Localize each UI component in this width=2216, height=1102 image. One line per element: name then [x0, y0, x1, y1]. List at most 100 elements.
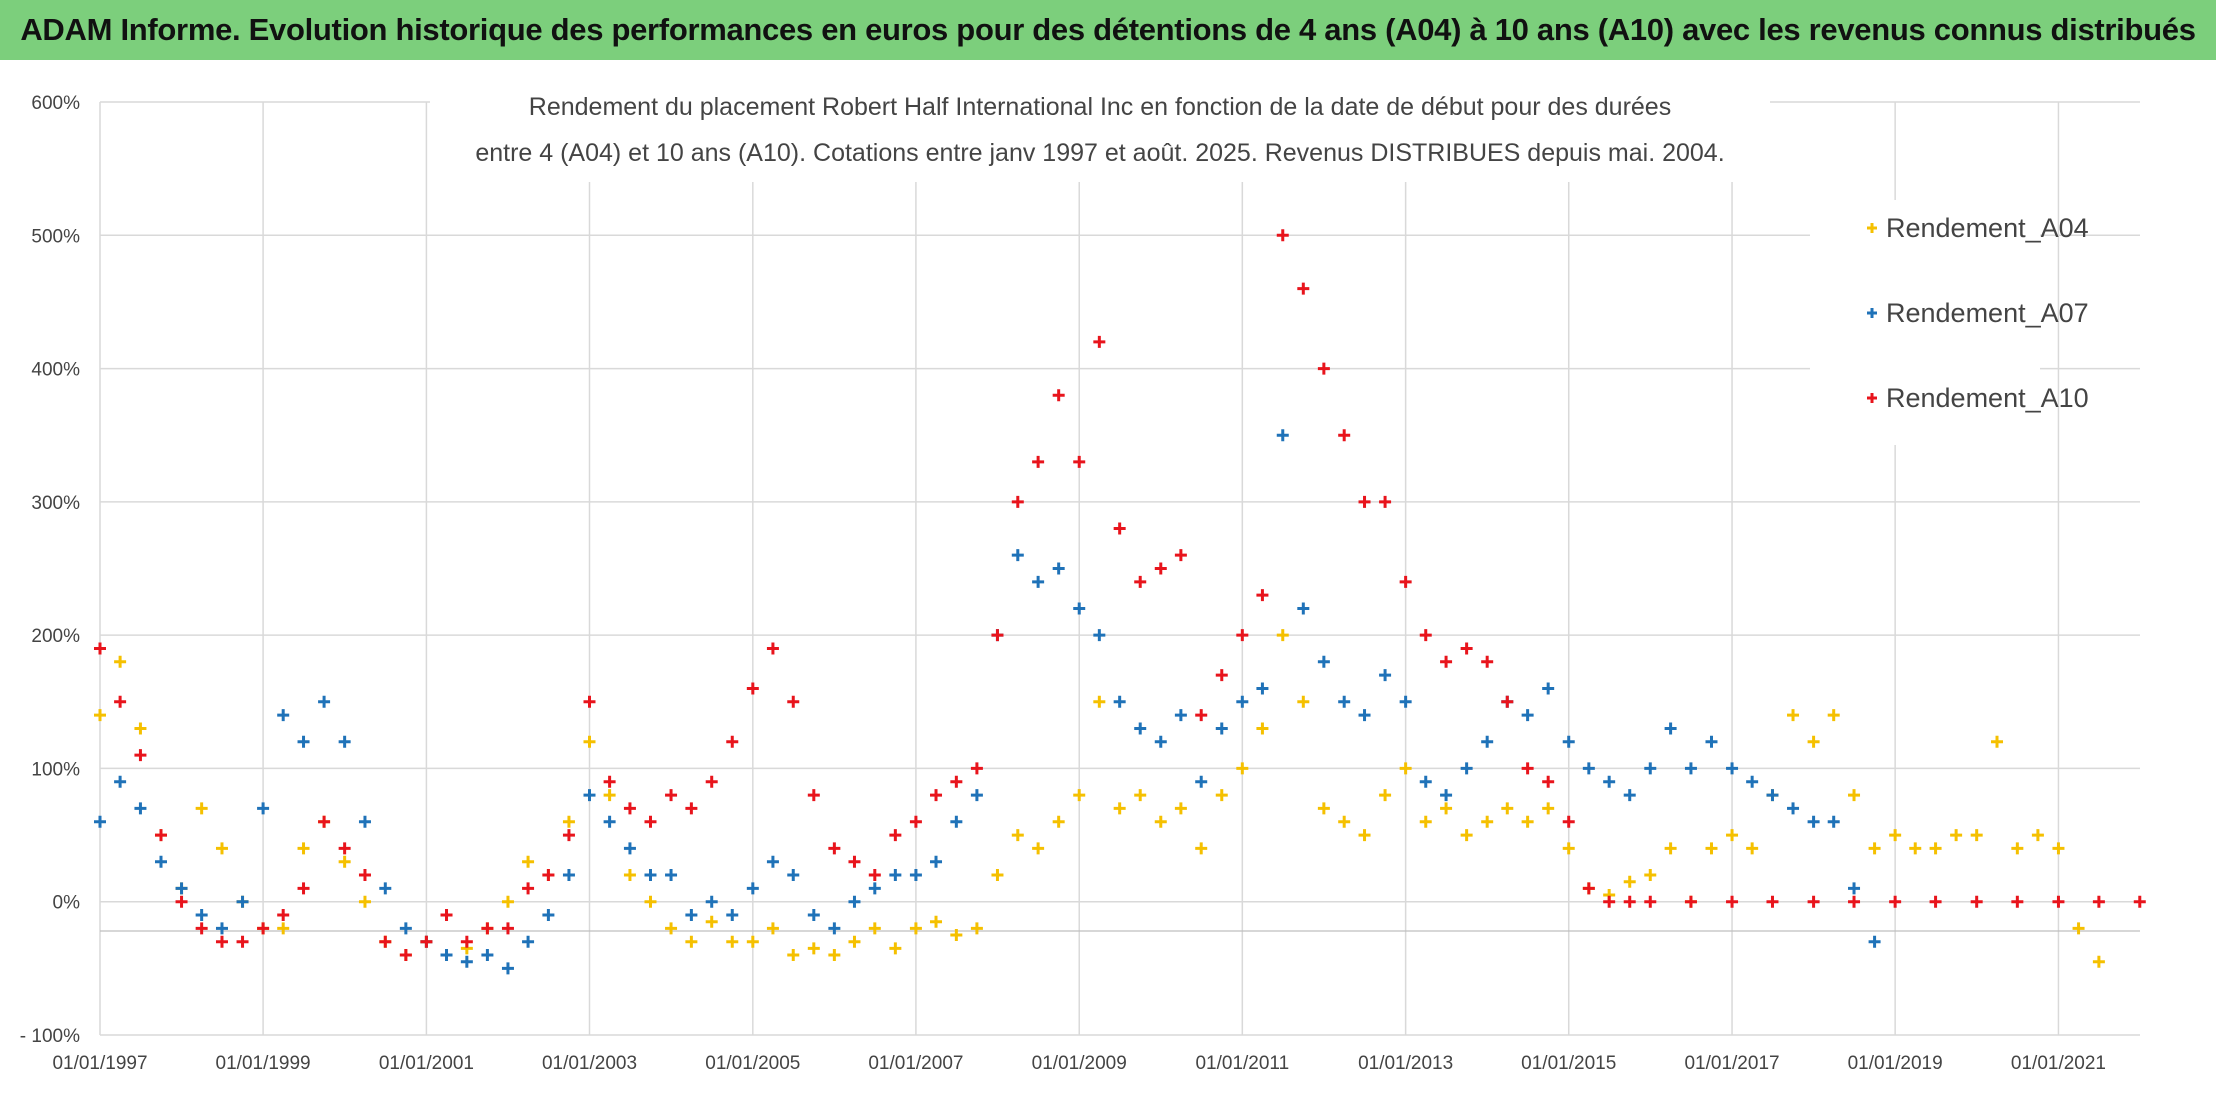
- data-point: [848, 855, 861, 868]
- data-point: [1827, 815, 1840, 828]
- data-point: [338, 735, 351, 748]
- data-point: [1644, 895, 1657, 908]
- data-point: [1174, 549, 1187, 562]
- data-point: [1746, 842, 1759, 855]
- data-point: [1950, 829, 1963, 842]
- data-point: [1521, 815, 1534, 828]
- data-point: [1929, 842, 1942, 855]
- data-point: [603, 815, 616, 828]
- data-point: [1032, 575, 1045, 588]
- legend-label: Rendement_A10: [1886, 383, 2089, 413]
- data-point: [1521, 762, 1534, 775]
- data-point: [1582, 762, 1595, 775]
- data-point: [2072, 922, 2085, 935]
- data-point: [807, 909, 820, 922]
- data-point: [481, 922, 494, 935]
- data-point: [1460, 762, 1473, 775]
- data-point: [1113, 522, 1126, 535]
- data-point: [991, 629, 1004, 642]
- data-point: [114, 775, 127, 788]
- data-point: [2092, 895, 2105, 908]
- data-point: [1909, 842, 1922, 855]
- data-point: [1073, 455, 1086, 468]
- data-point: [358, 815, 371, 828]
- data-point: [889, 869, 902, 882]
- chart-axes: - 100% 0% 100% 200% 300% 400% 500% 600% 01/01/19…: [20, 93, 2106, 1074]
- data-point: [1787, 802, 1800, 815]
- data-point: [1440, 789, 1453, 802]
- x-tick-label: 01/01/2021: [2011, 1053, 2106, 1074]
- data-point: [460, 935, 473, 948]
- data-point: [277, 909, 290, 922]
- data-point: [1970, 829, 1983, 842]
- data-point: [1154, 562, 1167, 575]
- data-point: [542, 909, 555, 922]
- data-point: [1399, 695, 1412, 708]
- data-point: [1338, 815, 1351, 828]
- data-point: [1317, 362, 1330, 375]
- data-point: [1276, 629, 1289, 642]
- data-point: [1787, 709, 1800, 722]
- data-point: [766, 922, 779, 935]
- data-point: [828, 842, 841, 855]
- data-point: [2052, 895, 2065, 908]
- data-point: [94, 642, 106, 655]
- legend-marker: [1867, 393, 1877, 403]
- data-point: [644, 815, 657, 828]
- data-point: [420, 935, 433, 948]
- data-point: [623, 802, 636, 815]
- data-point: [1705, 735, 1718, 748]
- data-point: [868, 882, 881, 895]
- data-point: [114, 695, 127, 708]
- data-point: [1726, 829, 1739, 842]
- data-point: [2092, 955, 2105, 968]
- data-point: [1154, 735, 1167, 748]
- data-point: [1052, 562, 1065, 575]
- data-point: [1623, 875, 1636, 888]
- x-tick-label: 01/01/2011: [1195, 1053, 1289, 1074]
- data-point: [1562, 842, 1575, 855]
- data-point: [2031, 829, 2044, 842]
- data-point: [1215, 722, 1228, 735]
- data-point: [297, 882, 310, 895]
- chart-title-background: [430, 82, 1770, 182]
- data-point: [1684, 895, 1697, 908]
- y-tick-label: - 100%: [20, 1026, 80, 1047]
- data-point: [644, 895, 657, 908]
- x-tick-label: 01/01/2017: [1684, 1053, 1779, 1074]
- data-point: [1052, 389, 1065, 402]
- data-point: [1848, 882, 1861, 895]
- data-point: [1195, 775, 1208, 788]
- chart-title-block: Rendement du placement Robert Half Inter…: [430, 82, 1770, 182]
- data-point: [195, 922, 208, 935]
- data-point: [1868, 842, 1881, 855]
- data-point: [175, 882, 188, 895]
- data-point: [603, 775, 616, 788]
- data-point: [1011, 829, 1024, 842]
- data-point: [1623, 789, 1636, 802]
- data-point: [644, 869, 657, 882]
- data-point: [1297, 695, 1310, 708]
- data-point: [991, 869, 1004, 882]
- data-point: [1195, 709, 1208, 722]
- data-point: [1174, 709, 1187, 722]
- data-point: [1766, 895, 1779, 908]
- data-point: [1215, 789, 1228, 802]
- data-point: [868, 922, 881, 935]
- data-point: [1338, 429, 1351, 442]
- data-point: [1664, 722, 1677, 735]
- data-point: [1399, 762, 1412, 775]
- data-point: [1073, 789, 1086, 802]
- series-Rendement_A10: [94, 229, 2146, 962]
- data-point: [583, 735, 596, 748]
- data-point: [1644, 869, 1657, 882]
- data-point: [358, 869, 371, 882]
- data-point: [1093, 695, 1106, 708]
- data-point: [1297, 282, 1310, 295]
- x-tick-label: 01/01/1997: [52, 1053, 147, 1074]
- data-point: [787, 695, 800, 708]
- data-point: [1929, 895, 1942, 908]
- data-point: [1726, 762, 1739, 775]
- data-point: [134, 749, 147, 762]
- data-point: [665, 869, 678, 882]
